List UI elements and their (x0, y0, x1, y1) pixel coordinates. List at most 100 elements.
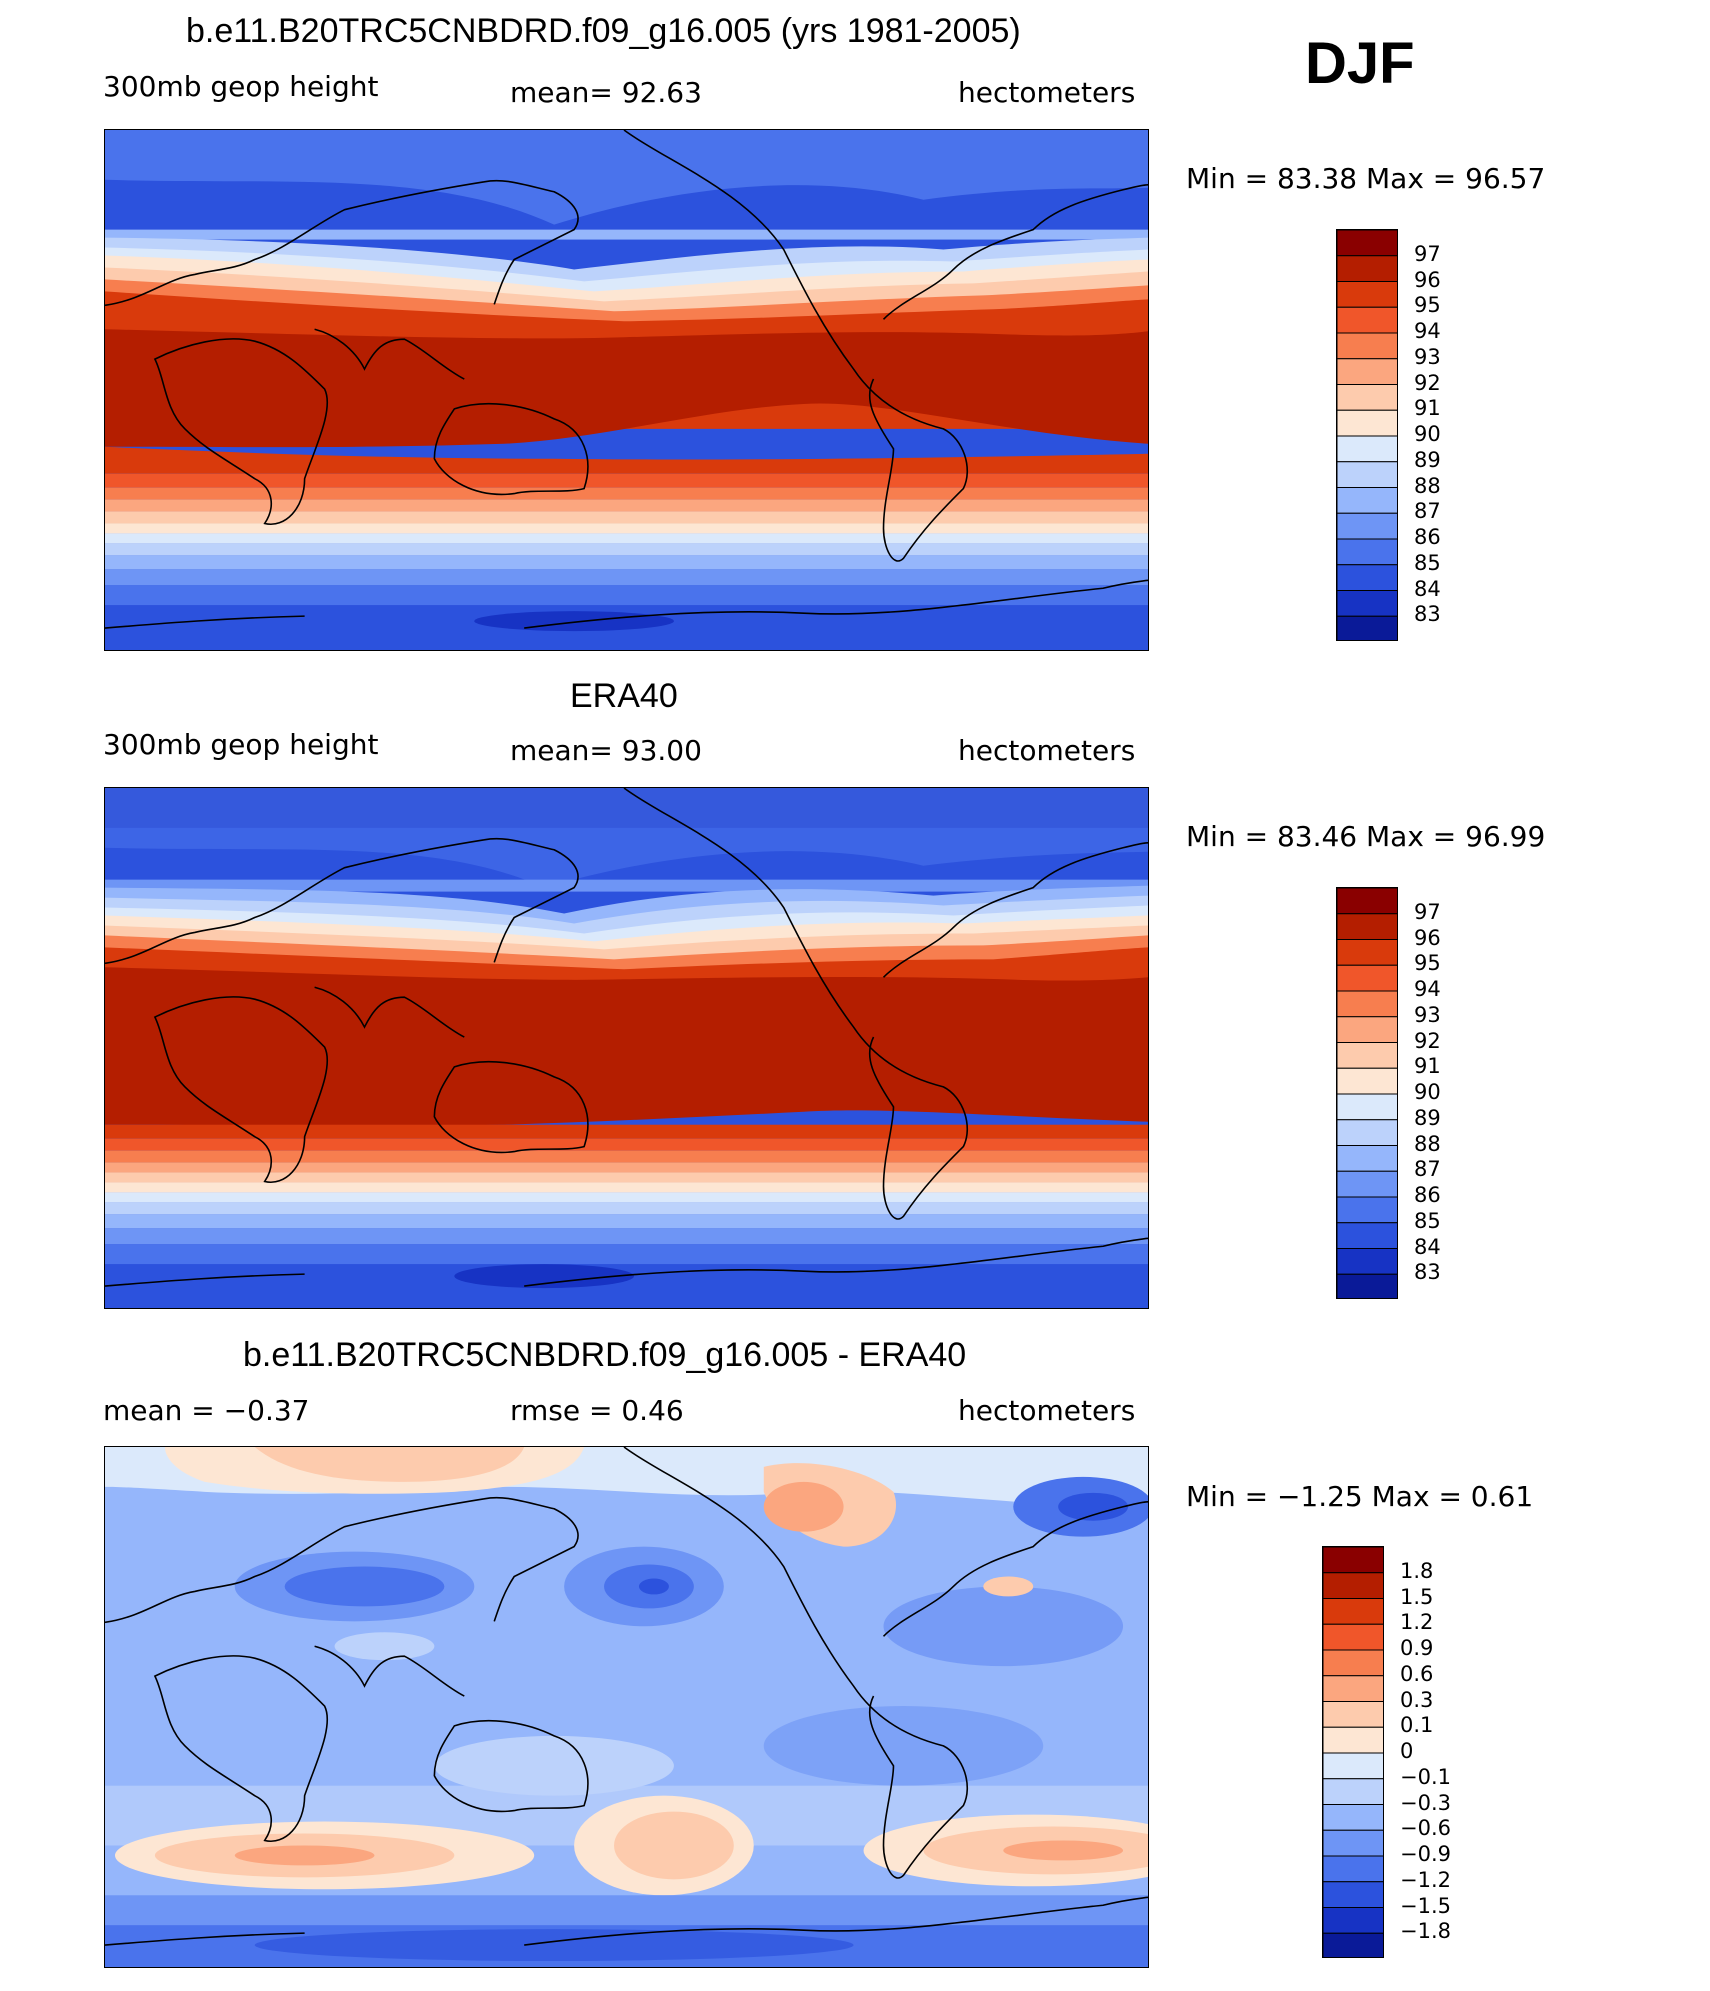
panel2-variable-label: 300mb geop height (103, 728, 379, 761)
colorbar-label: 92 (1414, 370, 1441, 395)
colorbar-swatch (1337, 512, 1397, 540)
panel3-difference-map (105, 1447, 1148, 1967)
colorbar-swatch (1323, 1907, 1383, 1934)
colorbar-label: 0 (1400, 1739, 1414, 1763)
panel1-minmax: Min = 83.38 Max = 96.57 (1186, 162, 1546, 195)
colorbar-label: −0.9 (1400, 1842, 1451, 1866)
panel2-colorbar-swatches (1336, 887, 1398, 1299)
colorbar-swatch (1337, 332, 1397, 360)
colorbar-swatch (1323, 1752, 1383, 1780)
panel3-mean: mean = −0.37 (103, 1394, 310, 1427)
colorbar-label: 84 (1414, 1234, 1441, 1259)
colorbar-label: 91 (1414, 396, 1441, 421)
colorbar-swatch (1337, 615, 1397, 640)
panel1-colorbar-swatches (1336, 229, 1398, 641)
colorbar-label: 91 (1414, 1054, 1441, 1079)
panel1-map (104, 129, 1149, 651)
colorbar-swatch (1323, 1932, 1383, 1957)
colorbar-label: −1.8 (1400, 1919, 1451, 1944)
panel1-mean: mean= 92.63 (510, 76, 702, 109)
colorbar-label: 83 (1414, 602, 1441, 627)
colorbar-swatch (1337, 939, 1397, 966)
colorbar-swatch (1337, 964, 1397, 992)
colorbar-label: 92 (1414, 1028, 1441, 1053)
colorbar-label: 97 (1414, 899, 1441, 924)
colorbar-swatch (1337, 461, 1397, 488)
colorbar-swatch (1337, 1093, 1397, 1121)
colorbar-swatch (1337, 1248, 1397, 1275)
panel2-units: hectometers (958, 734, 1136, 767)
colorbar-swatch (1337, 913, 1397, 940)
colorbar-label: 0.3 (1400, 1687, 1434, 1712)
colorbar-swatch (1337, 1222, 1397, 1249)
colorbar-swatch (1337, 1196, 1397, 1224)
colorbar-swatch (1323, 1778, 1383, 1805)
colorbar-swatch (1337, 564, 1397, 591)
colorbar-label: 90 (1414, 422, 1441, 446)
colorbar-label: 86 (1414, 525, 1441, 549)
colorbar-swatch (1337, 487, 1397, 514)
panel2-map (104, 787, 1149, 1309)
panel1-contour-map (105, 130, 1148, 650)
panel3-rmse: rmse = 0.46 (510, 1394, 684, 1427)
colorbar-swatch (1337, 384, 1397, 411)
colorbar-label: 83 (1414, 1260, 1441, 1285)
colorbar-swatch (1337, 538, 1397, 566)
panel2-title: ERA40 (570, 677, 678, 715)
colorbar-swatch (1337, 888, 1397, 915)
colorbar-label: 95 (1414, 293, 1441, 318)
panel1-units: hectometers (958, 76, 1136, 109)
colorbar-swatch (1323, 1829, 1383, 1857)
panel1-variable-label: 300mb geop height (103, 70, 379, 103)
colorbar-swatch (1337, 1170, 1397, 1198)
colorbar-label: 0.6 (1400, 1661, 1434, 1686)
panel3-colorbar-swatches (1322, 1546, 1384, 1958)
colorbar-swatch (1337, 230, 1397, 257)
colorbar-label: 1.5 (1400, 1584, 1434, 1609)
colorbar-label: 88 (1414, 1131, 1441, 1156)
colorbar-label: −0.3 (1400, 1790, 1451, 1815)
colorbar-swatch (1323, 1547, 1383, 1574)
colorbar-swatch (1323, 1598, 1383, 1625)
colorbar-swatch (1337, 1273, 1397, 1298)
season-label: DJF (1305, 31, 1415, 96)
panel3-title: b.e11.B20TRC5CNBDRD.f09_g16.005 - ERA40 (243, 1336, 967, 1374)
panel1-colorbar: 97 96 95 94 93 92 91 90 89 88 87 86 85 84 83 (1336, 229, 1476, 641)
colorbar-label: 94 (1414, 977, 1441, 1001)
colorbar-swatch (1337, 1042, 1397, 1069)
colorbar-label: 94 (1414, 319, 1441, 343)
colorbar-label: 84 (1414, 576, 1441, 601)
panel2-contour-map (105, 788, 1148, 1308)
colorbar-label: 93 (1414, 344, 1441, 369)
colorbar-label: 89 (1414, 447, 1441, 472)
colorbar-swatch (1337, 255, 1397, 282)
colorbar-label: 1.8 (1400, 1558, 1434, 1583)
colorbar-label: 0.9 (1400, 1636, 1434, 1660)
colorbar-swatch (1337, 1119, 1397, 1146)
colorbar-swatch (1337, 281, 1397, 308)
colorbar-swatch (1337, 435, 1397, 463)
colorbar-label: 95 (1414, 951, 1441, 976)
panel1-title: b.e11.B20TRC5CNBDRD.f09_g16.005 (yrs 198… (186, 12, 1021, 50)
colorbar-swatch (1323, 1572, 1383, 1599)
colorbar-label: 0.1 (1400, 1713, 1434, 1738)
colorbar-label: 86 (1414, 1183, 1441, 1207)
colorbar-swatch (1323, 1623, 1383, 1651)
colorbar-swatch (1323, 1649, 1383, 1677)
colorbar-swatch (1337, 1145, 1397, 1172)
colorbar-label: 85 (1414, 1208, 1441, 1233)
colorbar-swatch (1323, 1855, 1383, 1883)
colorbar-label: 97 (1414, 241, 1441, 266)
colorbar-label: 87 (1414, 1157, 1441, 1182)
colorbar-swatch (1337, 990, 1397, 1018)
colorbar-label: 96 (1414, 925, 1441, 950)
panel3-units: hectometers (958, 1394, 1136, 1427)
colorbar-swatch (1323, 1881, 1383, 1908)
colorbar-label: −1.5 (1400, 1893, 1451, 1918)
colorbar-swatch (1337, 358, 1397, 385)
colorbar-swatch (1337, 1067, 1397, 1095)
panel3-colorbar: 1.8 1.5 1.2 0.9 0.6 0.3 0.1 0 −0.1 −0.3 −0.6 −0.9 −1… (1322, 1546, 1482, 1958)
colorbar-label: −0.1 (1400, 1764, 1451, 1789)
colorbar-label: 1.2 (1400, 1610, 1434, 1635)
colorbar-swatch (1337, 409, 1397, 437)
